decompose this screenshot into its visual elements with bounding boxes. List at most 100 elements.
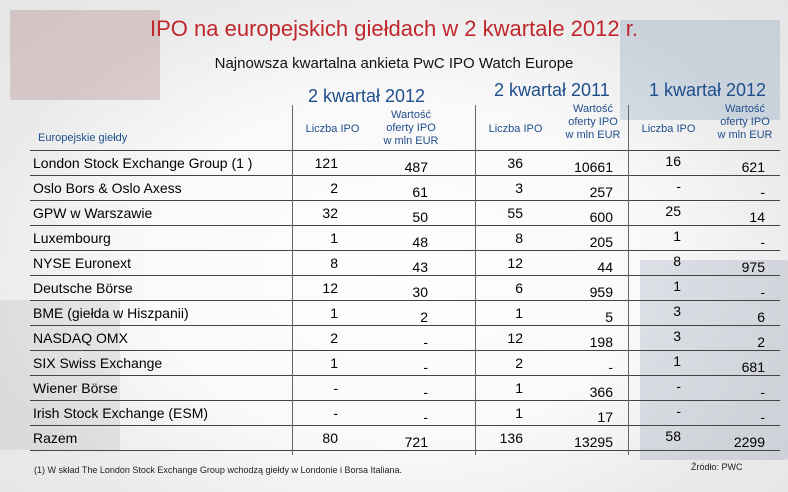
table-cell: -	[423, 334, 428, 350]
table-cell: 257	[589, 184, 613, 200]
table-cell: 10661	[574, 159, 613, 175]
table-cell: 16	[665, 153, 681, 169]
table-cell: 55	[507, 205, 523, 221]
table-cell: -	[423, 359, 428, 375]
table-cell: -	[423, 384, 428, 400]
table-cell: 30	[412, 284, 428, 300]
table-cell: 36	[507, 155, 523, 171]
flag-decoration	[10, 10, 160, 100]
column-header-value: Wartość oferty IPO w mln EUR	[383, 109, 439, 147]
table-cell: 136	[499, 430, 523, 446]
exchange-name: Luxembourg	[33, 230, 111, 246]
table-cell: 14	[749, 209, 765, 225]
table-cell: 487	[404, 159, 428, 175]
table-cell: 17	[597, 409, 613, 425]
table-cell: -	[608, 359, 613, 375]
table-row: Razem 80 721 136 13295 58 2299	[30, 425, 780, 451]
table-cell: 366	[589, 384, 613, 400]
table-cell: 6	[515, 280, 523, 296]
table-cell: 1	[673, 228, 681, 244]
table-cell: 1	[330, 230, 338, 246]
footnote: (1) W skład The London Stock Exchange Gr…	[34, 465, 403, 475]
exchange-name: BME (giełda w Hiszpanii)	[33, 305, 189, 321]
table-row: Irish Stock Exchange (ESM) - - 1 17 - -	[30, 400, 780, 425]
table-cell: -	[760, 234, 765, 250]
table-row: Luxembourg 1 48 8 205 1 -	[30, 225, 780, 250]
table-cell: 2	[515, 355, 523, 371]
table-cell: 2	[757, 334, 765, 350]
table-row: NASDAQ OMX 2 - 12 198 3 2	[30, 325, 780, 350]
table-cell: 12	[507, 255, 523, 271]
table-cell: 1	[330, 305, 338, 321]
column-header-count: Liczba IPO	[305, 123, 360, 135]
table-cell: 61	[412, 184, 428, 200]
table-cell: 32	[322, 205, 338, 221]
table-cell: -	[676, 178, 681, 194]
table-cell: 13295	[574, 434, 613, 450]
table-cell: -	[676, 403, 681, 419]
table-cell: -	[676, 378, 681, 394]
table-cell: 205	[589, 234, 613, 250]
table-cell: 8	[330, 255, 338, 271]
table-cell: 681	[741, 359, 765, 375]
flag-decoration	[640, 260, 788, 460]
table-cell: 2	[330, 330, 338, 346]
table-cell: 8	[673, 253, 681, 269]
table-row: Deutsche Börse 12 30 6 959 1 -	[30, 275, 780, 300]
table-cell: 50	[412, 209, 428, 225]
table-cell: -	[760, 409, 765, 425]
exchange-name: Wiener Börse	[33, 380, 118, 396]
page-title: IPO na europejskich giełdach w 2 kwartal…	[150, 16, 638, 41]
table-cell: -	[333, 380, 338, 396]
table-cell: 1	[330, 355, 338, 371]
table-row: NYSE Euronext 8 43 12 44 8 975	[30, 250, 780, 275]
table-cell: 2	[330, 180, 338, 196]
exchange-name: Razem	[33, 430, 78, 446]
table-row: GPW w Warszawie 32 50 55 600 25 14	[30, 200, 780, 225]
table-cell: 121	[314, 155, 338, 171]
table-cell: 1	[515, 405, 523, 421]
table-cell: 48	[412, 234, 428, 250]
table-cell: -	[333, 405, 338, 421]
table-cell: 3	[515, 180, 523, 196]
column-header-value: Wartość oferty IPO w mln EUR	[565, 103, 621, 141]
table-cell: 12	[507, 330, 523, 346]
table-cell: 25	[665, 203, 681, 219]
table-cell: -	[760, 184, 765, 200]
column-header-count: Liczba IPO	[488, 123, 543, 135]
table-row: London Stock Exchange Group (1 ) 121 487 36…	[30, 150, 780, 175]
table-row: BME (giełda w Hiszpanii) 1 2 1 5 3 6	[30, 300, 780, 325]
exchange-name: NASDAQ OMX	[33, 330, 128, 346]
exchange-name: NYSE Euronext	[33, 255, 132, 271]
column-header-exchange: Europejskie giełdy	[38, 132, 128, 144]
table-cell: 621	[741, 159, 765, 175]
table-row: Wiener Börse - - 1 366 - -	[30, 375, 780, 400]
column-divider	[475, 105, 476, 455]
exchange-name: SIX Swiss Exchange	[33, 355, 163, 371]
table-cell: 721	[404, 434, 428, 450]
table-cell: 8	[515, 230, 523, 246]
table-cell: 975	[741, 259, 765, 275]
table-cell: 5	[605, 309, 613, 325]
table-row: SIX Swiss Exchange 1 - 2 - 1 681	[30, 350, 780, 375]
table-cell: 959	[589, 284, 613, 300]
table-cell: 43	[412, 259, 428, 275]
page-subtitle: Najnowsza kwartalna ankieta PwC IPO Watc…	[214, 55, 574, 72]
exchange-name: Deutsche Börse	[33, 280, 133, 296]
column-divider	[628, 105, 629, 455]
exchange-name: Irish Stock Exchange (ESM)	[33, 405, 209, 421]
table-cell: 2299	[733, 434, 765, 450]
table-cell: 12	[322, 280, 338, 296]
group-header: 1 kwartał 2012	[649, 80, 767, 100]
table-cell: 44	[597, 259, 613, 275]
table-cell: -	[423, 409, 428, 425]
table-cell: 1	[515, 305, 523, 321]
exchange-name: Oslo Bors & Oslo Axess	[33, 180, 182, 196]
table-row: Oslo Bors & Oslo Axess 2 61 3 257 - -	[30, 175, 780, 200]
table-cell: 1	[673, 278, 681, 294]
column-header-count: Liczba IPO	[641, 123, 696, 135]
table-cell: 80	[322, 430, 338, 446]
table-cell: 3	[673, 328, 681, 344]
table-cell: 3	[673, 303, 681, 319]
